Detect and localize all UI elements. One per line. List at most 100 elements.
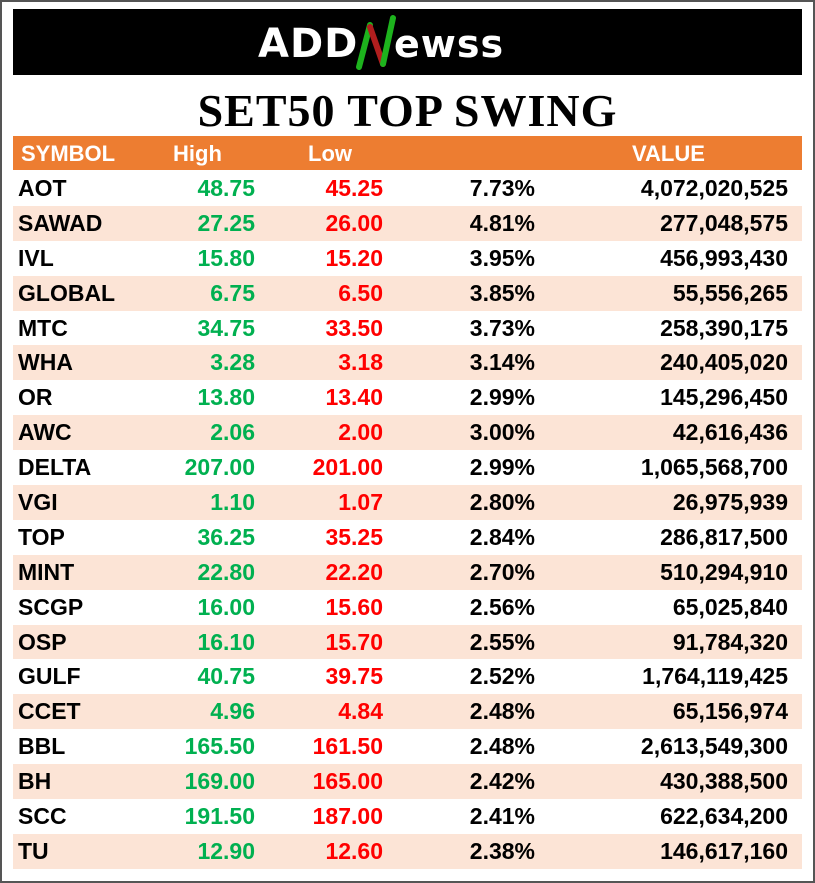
symbol-cell: IVL	[18, 244, 54, 271]
swing-percent-cell: 2.55%	[469, 628, 535, 655]
high-cell: 22.80	[197, 558, 255, 585]
low-cell: 187.00	[312, 803, 383, 830]
swing-percent-cell: 3.73%	[469, 314, 535, 341]
high-cell: 13.80	[197, 384, 255, 411]
table-row: SAWAD 27.25 26.00 4.81% 277,048,575	[13, 205, 802, 241]
low-cell: 1.07	[338, 489, 383, 516]
header-low: Low	[308, 141, 352, 166]
table-row: OSP 16.10 15.70 2.55% 91,784,320	[13, 624, 802, 660]
high-cell: 36.25	[197, 523, 255, 550]
high-cell: 12.90	[197, 837, 255, 864]
value-cell: 145,296,450	[660, 384, 788, 411]
symbol-cell: CCET	[18, 698, 81, 725]
symbol-cell: GULF	[18, 663, 81, 690]
symbol-cell: MINT	[18, 558, 75, 585]
swing-percent-cell: 2.52%	[469, 663, 535, 690]
table-row: BBL 165.50 161.50 2.48% 2,613,549,300	[13, 729, 802, 764]
low-cell: 165.00	[312, 768, 383, 795]
high-cell: 40.75	[197, 663, 255, 690]
header-symbol: SYMBOL	[21, 141, 116, 166]
symbol-cell: BBL	[18, 733, 66, 760]
symbol-cell: AWC	[18, 419, 72, 446]
brand-banner: ADD ewss	[13, 9, 802, 75]
swing-percent-cell: 3.00%	[469, 419, 535, 446]
low-cell: 15.20	[325, 244, 383, 271]
value-cell: 2,613,549,300	[640, 733, 788, 760]
symbol-cell: AOT	[18, 175, 67, 201]
low-cell: 15.60	[325, 593, 383, 620]
low-cell: 35.25	[325, 523, 383, 550]
symbol-cell: SCC	[18, 803, 67, 830]
table-row: WHA 3.28 3.18 3.14% 240,405,020	[13, 345, 802, 381]
low-cell: 45.25	[325, 175, 383, 201]
low-cell: 39.75	[325, 663, 383, 690]
high-cell: 15.80	[197, 244, 255, 271]
swing-percent-cell: 2.41%	[469, 803, 535, 830]
high-cell: 27.25	[197, 209, 255, 236]
table-row: TOP 36.25 35.25 2.84% 286,817,500	[13, 520, 802, 555]
swing-percent-cell: 2.80%	[469, 489, 535, 516]
value-cell: 91,784,320	[672, 628, 788, 655]
page-title: SET50 TOP SWING	[197, 85, 618, 136]
low-cell: 33.50	[325, 314, 383, 341]
table-row: GLOBAL 6.75 6.50 3.85% 55,556,265	[13, 275, 802, 311]
low-cell: 15.70	[325, 628, 383, 655]
swing-percent-cell: 4.81%	[469, 209, 535, 236]
table-body: AOT 48.75 45.25 7.73% 4,072,020,525 SAWAD 27.2…	[13, 171, 802, 869]
symbol-cell: MTC	[18, 314, 68, 341]
high-cell: 1.10	[210, 489, 255, 516]
table-row: DELTA 207.00 201.00 2.99% 1,065,568,700	[13, 450, 802, 485]
swing-percent-cell: 2.70%	[469, 558, 535, 585]
high-cell: 16.00	[197, 593, 255, 620]
value-cell: 26,975,939	[672, 489, 788, 516]
low-cell: 201.00	[312, 454, 383, 481]
swing-percent-cell: 3.95%	[469, 244, 535, 271]
symbol-cell: VGI	[18, 489, 58, 516]
swing-percent-cell: 3.14%	[469, 349, 535, 376]
low-cell: 161.50	[312, 733, 383, 760]
symbol-cell: SAWAD	[18, 209, 103, 236]
symbol-cell: GLOBAL	[18, 279, 116, 306]
low-cell: 6.50	[338, 279, 383, 306]
svg-text:ewss: ewss	[394, 22, 504, 66]
header-value: VALUE	[632, 141, 705, 166]
low-cell: 2.00	[338, 419, 383, 446]
table-row: BH 169.00 165.00 2.42% 430,388,500	[13, 764, 802, 800]
low-cell: 4.84	[338, 698, 383, 725]
symbol-cell: TU	[18, 837, 49, 864]
high-cell: 2.06	[210, 419, 255, 446]
swing-percent-cell: 2.48%	[469, 733, 535, 760]
value-cell: 4,072,020,525	[640, 175, 788, 201]
addnewss-logo: ADD ewss	[258, 15, 504, 70]
high-cell: 48.75	[197, 175, 255, 201]
table-row: SCC 191.50 187.00 2.41% 622,634,200	[13, 799, 802, 834]
value-cell: 510,294,910	[660, 558, 788, 585]
high-cell: 16.10	[197, 628, 255, 655]
table-row: MTC 34.75 33.50 3.73% 258,390,175	[13, 311, 802, 346]
swing-percent-cell: 2.99%	[469, 454, 535, 481]
table-row: AOT 48.75 45.25 7.73% 4,072,020,525	[13, 171, 802, 206]
value-cell: 277,048,575	[660, 209, 788, 236]
value-cell: 1,065,568,700	[640, 454, 788, 481]
low-cell: 22.20	[325, 558, 383, 585]
high-cell: 6.75	[210, 279, 255, 306]
table-row: GULF 40.75 39.75 2.52% 1,764,119,425	[13, 659, 802, 694]
swing-percent-cell: 2.38%	[469, 837, 535, 864]
table-row: VGI 1.10 1.07 2.80% 26,975,939	[13, 485, 802, 520]
symbol-cell: BH	[18, 768, 52, 795]
symbol-cell: TOP	[18, 523, 65, 550]
table-row: SCGP 16.00 15.60 2.56% 65,025,840	[13, 590, 802, 625]
symbol-cell: SCGP	[18, 593, 84, 620]
value-cell: 430,388,500	[660, 768, 788, 795]
symbol-cell: DELTA	[18, 454, 92, 481]
high-cell: 34.75	[197, 314, 255, 341]
svg-text:ADD: ADD	[258, 21, 358, 67]
value-cell: 456,993,430	[660, 244, 788, 271]
swing-percent-cell: 7.73%	[469, 175, 535, 201]
low-cell: 3.18	[338, 349, 383, 376]
swing-percent-cell: 2.56%	[469, 593, 535, 620]
high-cell: 4.96	[210, 698, 255, 725]
symbol-cell: OR	[18, 384, 53, 411]
value-cell: 146,617,160	[660, 837, 788, 864]
